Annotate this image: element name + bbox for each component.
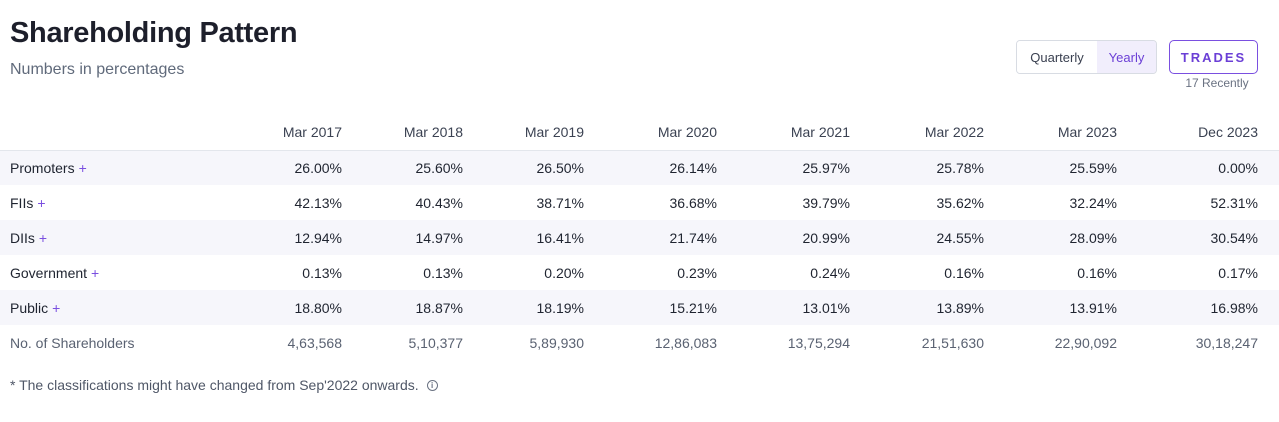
table-cell: 12,86,083 [654,334,717,351]
column-header: Mar 2020 [605,114,738,151]
table-cell: 20.99% [738,220,871,255]
table-cell: 0.13% [302,264,342,281]
row-label: Promoters + [0,150,219,185]
table-row[interactable]: Promoters +26.00% 25.60% 26.50% 26.14% 25.97%… [0,150,1279,185]
quarterly-option[interactable]: Quarterly [1017,41,1097,73]
yearly-option[interactable]: Yearly [1097,41,1156,73]
row-label: FIIs + [0,185,219,220]
row-label-text: Promoters [10,159,75,176]
table-cell: 30,18,247 [1195,334,1258,351]
table-cell: 21,51,630 [921,334,984,351]
table-row[interactable]: Public +18.80% 18.87% 18.19% 15.21% 13.01% 13.… [0,290,1279,325]
table-cell: 35.62% [936,194,984,211]
column-header: Mar 2018 [363,114,484,151]
page-subtitle: Numbers in percentages [10,61,185,78]
column-header: Mar 2017 [219,114,363,151]
table-cell: 13.91% [1005,290,1138,325]
table-cell: 52.31% [1210,194,1258,211]
column-header [0,114,219,151]
table-cell: 26.50% [484,150,605,185]
table-cell: 26.14% [605,150,738,185]
table-cell: 25.97% [738,150,871,185]
footnote-text: * The classifications might have changed… [10,377,419,393]
table-cell: 32.24% [1069,194,1117,211]
expand-plus-icon[interactable]: + [38,229,48,246]
row-label: No. of Shareholders [0,325,219,360]
column-header: Dec 2023 [1138,114,1279,151]
table-cell: 15.21% [605,290,738,325]
column-header: Mar 2021 [738,114,871,151]
table-row[interactable]: FIIs +42.13% 40.43% 38.71% 36.68% 39.79% 35.62… [0,185,1279,220]
table-cell: 0.17% [1218,264,1258,281]
table-cell: 0.00% [1138,150,1279,185]
trades-button[interactable]: TRADES [1169,40,1258,74]
table-cell: 38.71% [536,194,584,211]
table-cell: 39.79% [802,194,850,211]
column-header: Mar 2022 [871,114,1005,151]
table-cell: 13,75,294 [787,334,850,351]
expand-plus-icon[interactable]: + [37,194,46,211]
table-cell: 0.23% [677,264,717,281]
column-header: Mar 2019 [484,114,605,151]
table-cell: 16.98% [1138,290,1279,325]
table-cell: 25.78% [871,150,1005,185]
period-toggle: Quarterly Yearly [1016,40,1157,74]
table-cell: 22,90,092 [1054,334,1117,351]
table-cell: 14.97% [363,220,484,255]
table-cell: 40.43% [415,194,463,211]
table-cell: 25.59% [1005,150,1138,185]
table-cell: 30.54% [1138,220,1279,255]
table-cell: 28.09% [1005,220,1138,255]
table-cell: 18.19% [484,290,605,325]
table-cell: 24.55% [871,220,1005,255]
expand-plus-icon[interactable]: + [78,159,87,176]
row-label-text: No. of Shareholders [10,334,135,351]
row-label: Public + [0,290,219,325]
info-icon[interactable]: i [426,379,438,391]
table-cell: 25.60% [363,150,484,185]
table-cell: 0.13% [423,264,463,281]
footnote: * The classifications might have changed… [10,377,438,393]
row-label-text: Government [10,264,88,281]
table-cell: 0.20% [544,264,584,281]
table-cell: 12.94% [219,220,363,255]
table-cell: 42.13% [294,194,342,211]
table-cell: 0.16% [944,264,984,281]
table-cell: 13.01% [738,290,871,325]
table-cell: 5,89,930 [529,334,585,351]
table-cell: 26.00% [219,150,363,185]
table-row[interactable]: Government +0.13% 0.13% 0.20% 0.23% 0.24% 0.16… [0,255,1279,290]
table-cell: 36.68% [669,194,717,211]
row-label-text: Public [10,299,49,316]
table-cell: 21.74% [605,220,738,255]
table-cell: 18.80% [219,290,363,325]
page-title: Shareholding Pattern [10,17,298,49]
row-label: DIIs + [0,220,219,255]
page-header: Shareholding Pattern Numbers in percenta… [10,16,298,80]
table-cell: 13.89% [871,290,1005,325]
table-row[interactable]: DIIs +12.94% 14.97% 16.41% 21.74% 20.99% 24.55… [0,220,1279,255]
table-cell: 5,10,377 [408,334,464,351]
shareholders-row: No. of Shareholders 4,63,568 5,10,377 5,89,… [0,325,1279,360]
table-header-row: Mar 2017 Mar 2018 Mar 2019 Mar 2020 Mar … [0,114,1279,151]
table-cell: 18.87% [363,290,484,325]
expand-plus-icon[interactable]: + [52,299,61,316]
row-label-text: FIIs [10,194,34,211]
row-label-text: DIIs [10,229,35,246]
table-cell: 0.16% [1077,264,1117,281]
shareholding-table: Mar 2017 Mar 2018 Mar 2019 Mar 2020 Mar … [0,114,1279,360]
table-cell: 0.24% [810,264,850,281]
row-label: Government + [0,255,219,290]
table-cell: 16.41% [484,220,605,255]
table-cell: 4,63,568 [287,334,343,351]
trades-recent-note: 17 Recently [1185,76,1249,90]
column-header: Mar 2023 [1005,114,1138,151]
expand-plus-icon[interactable]: + [91,264,100,281]
